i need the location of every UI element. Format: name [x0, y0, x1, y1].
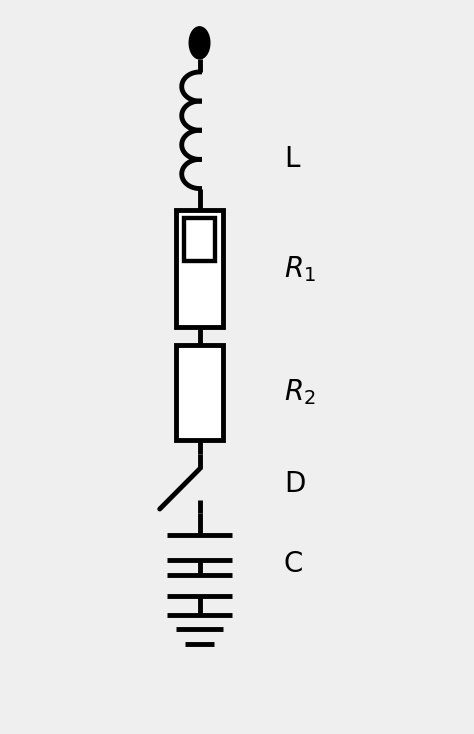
- Text: $R_2$: $R_2$: [284, 377, 316, 407]
- Circle shape: [189, 27, 210, 59]
- Bar: [176, 211, 223, 327]
- Bar: [184, 218, 215, 261]
- Text: $R_1$: $R_1$: [284, 254, 316, 283]
- Bar: [176, 345, 223, 440]
- Text: D: D: [284, 470, 305, 498]
- Text: L: L: [284, 145, 300, 173]
- Text: C: C: [284, 550, 303, 578]
